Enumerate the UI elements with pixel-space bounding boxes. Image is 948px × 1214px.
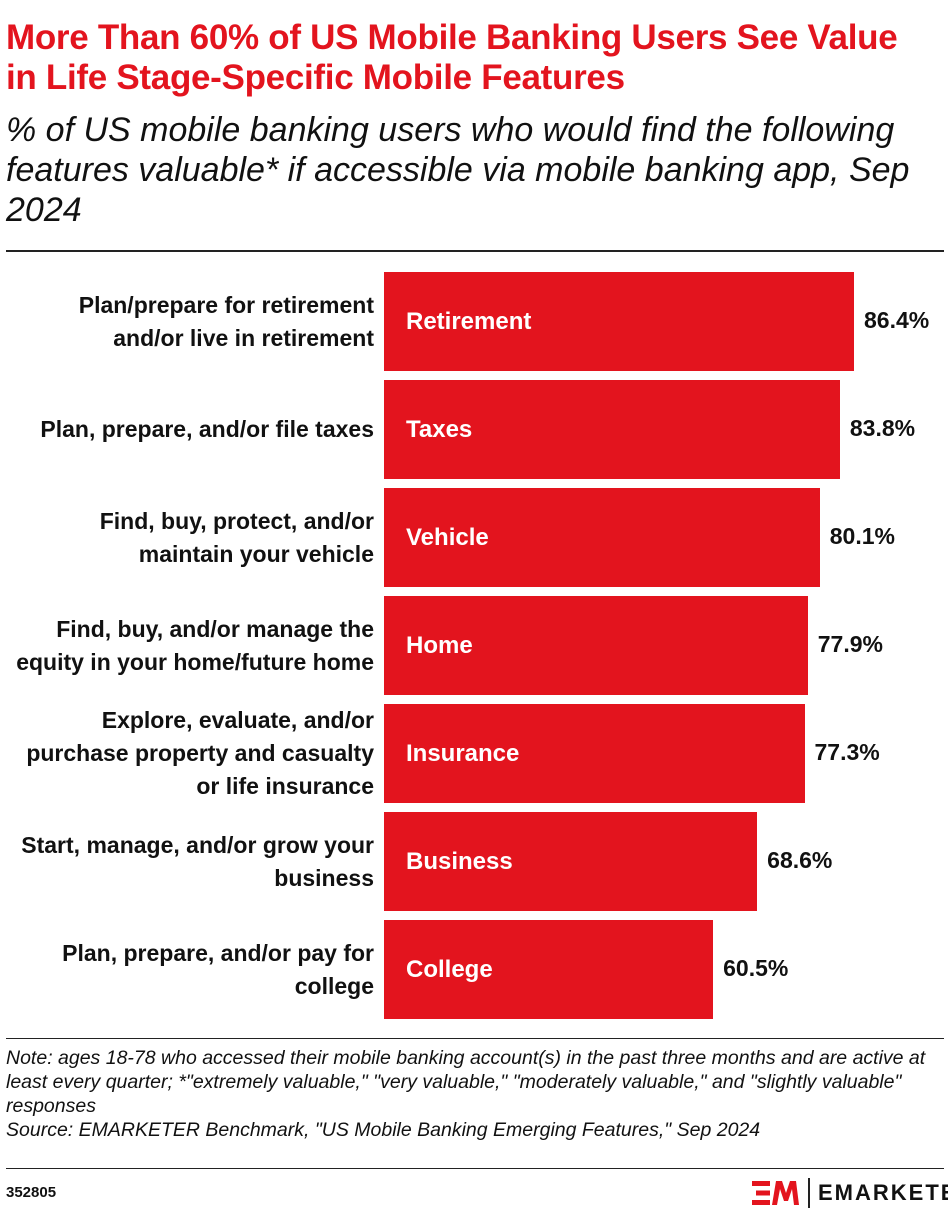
value-label: 77.9%: [817, 631, 883, 657]
source-text: Source: EMARKETER Benchmark, "US Mobile …: [6, 1119, 761, 1141]
footer-divider: [6, 1168, 944, 1169]
category-label: Plan, prepare, and/or file taxes: [6, 380, 374, 479]
category-label-text: Plan, prepare, and/or pay for college: [62, 939, 374, 999]
bar-label: Retirement: [406, 307, 532, 335]
logo-separator: [808, 1178, 810, 1208]
emarketer-logo: EMARKETER: [752, 1178, 948, 1208]
bar: Retirement: [384, 272, 855, 371]
bar: Vehicle: [384, 488, 820, 587]
value-label: 60.5%: [723, 955, 789, 981]
bar-label: Home: [406, 631, 473, 659]
category-label-text: Plan, prepare, and/or file taxes: [40, 416, 374, 442]
bar: Insurance: [384, 704, 805, 803]
category-label-text: Find, buy, protect, and/or maintain your…: [99, 507, 374, 567]
category-label: Plan/prepare for retirement and/or live …: [6, 272, 374, 371]
value-label: 80.1%: [829, 523, 895, 549]
category-label: Explore, evaluate, and/or purchase prope…: [6, 704, 374, 803]
em-logo-icon: [752, 1181, 799, 1205]
chart-title: More Than 60% of US Mobile Banking Users…: [6, 18, 898, 97]
bar-label: Taxes: [406, 415, 473, 443]
category-label: Plan, prepare, and/or pay for college: [6, 920, 374, 1019]
category-label-text: Plan/prepare for retirement and/or live …: [78, 291, 374, 351]
logo-text: EMARKETER: [818, 1180, 948, 1205]
value-label: 86.4%: [864, 307, 930, 333]
category-label-text: Start, manage, and/or grow your business: [21, 831, 374, 891]
chart-subtitle: % of US mobile banking users who would f…: [6, 111, 910, 229]
category-label: Start, manage, and/or grow your business: [6, 812, 374, 911]
bottom-divider: [6, 1038, 944, 1039]
bar-label: College: [406, 955, 493, 983]
category-label-text: Explore, evaluate, and/or purchase prope…: [26, 707, 374, 799]
bar: Taxes: [384, 380, 840, 479]
bar: College: [384, 920, 714, 1019]
value-label: 68.6%: [767, 847, 833, 873]
note-text: Note: ages 18-78 who accessed their mobi…: [6, 1047, 926, 1117]
bar: Business: [384, 812, 758, 911]
category-label-text: Find, buy, and/or manage the equity in y…: [16, 615, 374, 675]
chart-id: 352805: [6, 1184, 57, 1201]
bar-label: Insurance: [406, 739, 520, 767]
value-label: 83.8%: [849, 415, 916, 441]
bar-label: Business: [406, 847, 513, 875]
value-label: 77.3%: [814, 739, 880, 765]
category-label: Find, buy, and/or manage the equity in y…: [6, 596, 374, 695]
category-label: Find, buy, protect, and/or maintain your…: [6, 488, 374, 587]
bar-label: Vehicle: [406, 523, 489, 551]
footnote: Note: ages 18-78 who accessed their mobi…: [6, 1046, 941, 1142]
top-divider: [6, 250, 944, 252]
bar: Home: [384, 596, 808, 695]
